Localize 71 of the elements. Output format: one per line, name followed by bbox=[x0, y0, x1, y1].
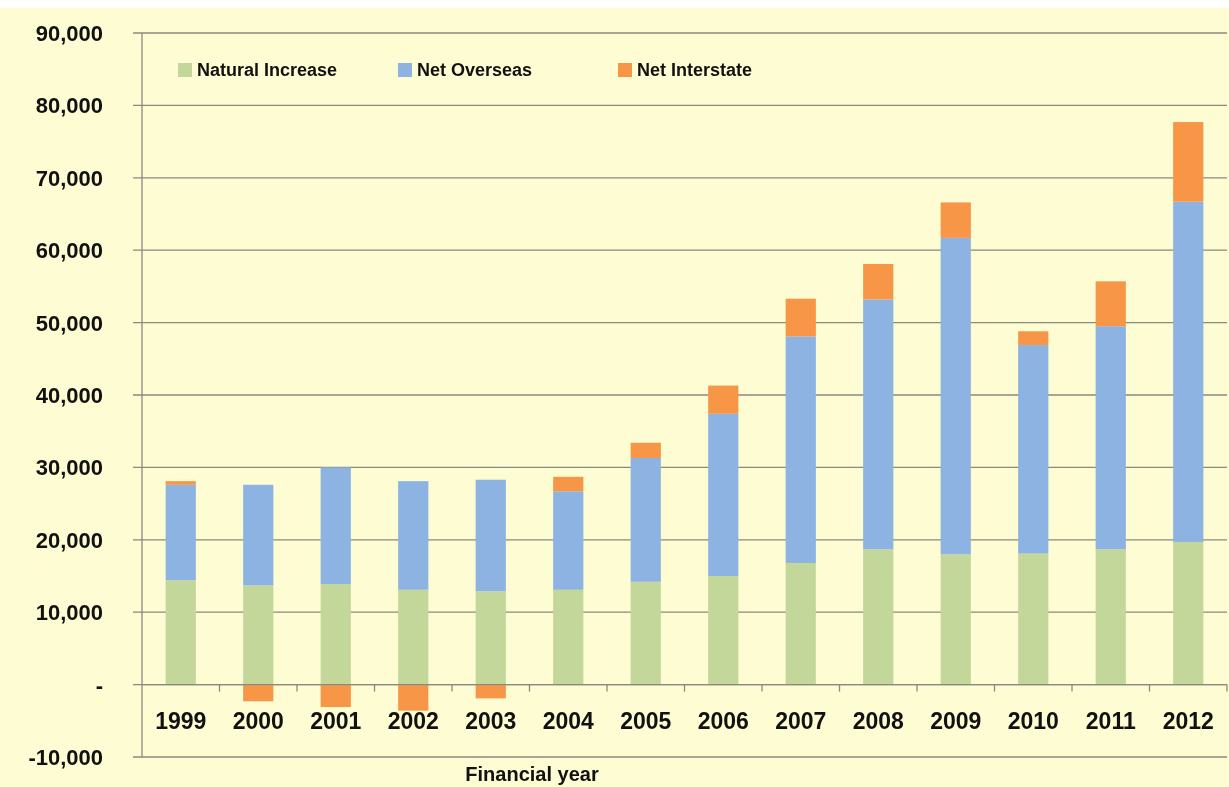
bar bbox=[320, 684, 351, 708]
bar bbox=[553, 589, 584, 685]
y-tick-label: -10,000 bbox=[28, 745, 103, 770]
x-tick-label: 2008 bbox=[852, 707, 905, 734]
x-tick-label: 2010 bbox=[1007, 707, 1059, 734]
x-tick-label: 2002 bbox=[387, 707, 439, 734]
bar bbox=[243, 684, 274, 702]
bar bbox=[708, 385, 739, 414]
bar bbox=[630, 581, 661, 685]
y-tick-label: 10,000 bbox=[35, 600, 103, 626]
bar bbox=[1018, 345, 1049, 554]
legend-label: Natural Increase bbox=[197, 60, 338, 80]
x-tick-label: 2011 bbox=[1085, 707, 1136, 734]
x-tick-label: 2000 bbox=[232, 707, 284, 734]
bar bbox=[1173, 122, 1204, 202]
x-tick-label: 2001 bbox=[310, 707, 362, 734]
bar bbox=[1018, 331, 1049, 346]
bar bbox=[320, 583, 351, 685]
y-tick-label: 20,000 bbox=[35, 527, 103, 553]
bar bbox=[630, 442, 661, 458]
bar bbox=[553, 476, 584, 492]
y-tick-label: 80,000 bbox=[35, 93, 103, 119]
bar bbox=[475, 479, 506, 592]
y-tick-label: 30,000 bbox=[35, 455, 103, 481]
bar bbox=[940, 202, 971, 238]
bar bbox=[165, 484, 196, 581]
bar bbox=[1095, 549, 1126, 685]
y-tick-label: 90,000 bbox=[35, 21, 103, 46]
bar bbox=[785, 562, 816, 685]
x-tick-label: 2006 bbox=[697, 707, 749, 734]
bar bbox=[475, 591, 506, 685]
bar bbox=[940, 237, 971, 555]
bar bbox=[940, 554, 971, 685]
x-tick-label: 2004 bbox=[542, 707, 595, 734]
x-axis-title: Financial year bbox=[465, 763, 599, 785]
bar bbox=[708, 413, 739, 576]
x-tick-label: 2005 bbox=[620, 707, 672, 734]
bar bbox=[320, 467, 351, 584]
bar bbox=[1095, 281, 1126, 327]
legend-label: Net Overseas bbox=[417, 60, 533, 80]
bar bbox=[785, 298, 816, 337]
bar bbox=[1173, 541, 1204, 685]
bar bbox=[1173, 201, 1204, 542]
x-tick-label: 2012 bbox=[1162, 707, 1214, 734]
bar bbox=[863, 299, 894, 550]
bar bbox=[863, 549, 894, 685]
bar bbox=[398, 684, 429, 711]
bar bbox=[785, 336, 816, 563]
x-tick-label: 2003 bbox=[465, 707, 517, 734]
x-tick-label: 1999 bbox=[155, 707, 207, 734]
bar bbox=[165, 580, 196, 685]
legend-label: Net Interstate bbox=[637, 60, 753, 80]
bar bbox=[553, 491, 584, 590]
y-tick-label: 70,000 bbox=[35, 165, 103, 191]
x-tick-label: 2007 bbox=[775, 707, 827, 734]
bar bbox=[243, 484, 274, 586]
bar bbox=[1018, 553, 1049, 685]
bar bbox=[398, 589, 429, 685]
y-tick-label: - bbox=[95, 672, 103, 698]
bar bbox=[243, 585, 274, 685]
y-tick-label: 60,000 bbox=[35, 238, 103, 264]
bar bbox=[165, 481, 196, 485]
bar bbox=[398, 481, 429, 590]
bar bbox=[630, 457, 661, 582]
y-tick-label: 40,000 bbox=[35, 383, 103, 408]
bar bbox=[708, 576, 739, 685]
y-tick-label: 50,000 bbox=[35, 310, 103, 336]
bar bbox=[863, 263, 894, 300]
bar bbox=[1095, 326, 1126, 550]
bar bbox=[475, 684, 506, 699]
x-tick-label: 2009 bbox=[930, 707, 982, 734]
